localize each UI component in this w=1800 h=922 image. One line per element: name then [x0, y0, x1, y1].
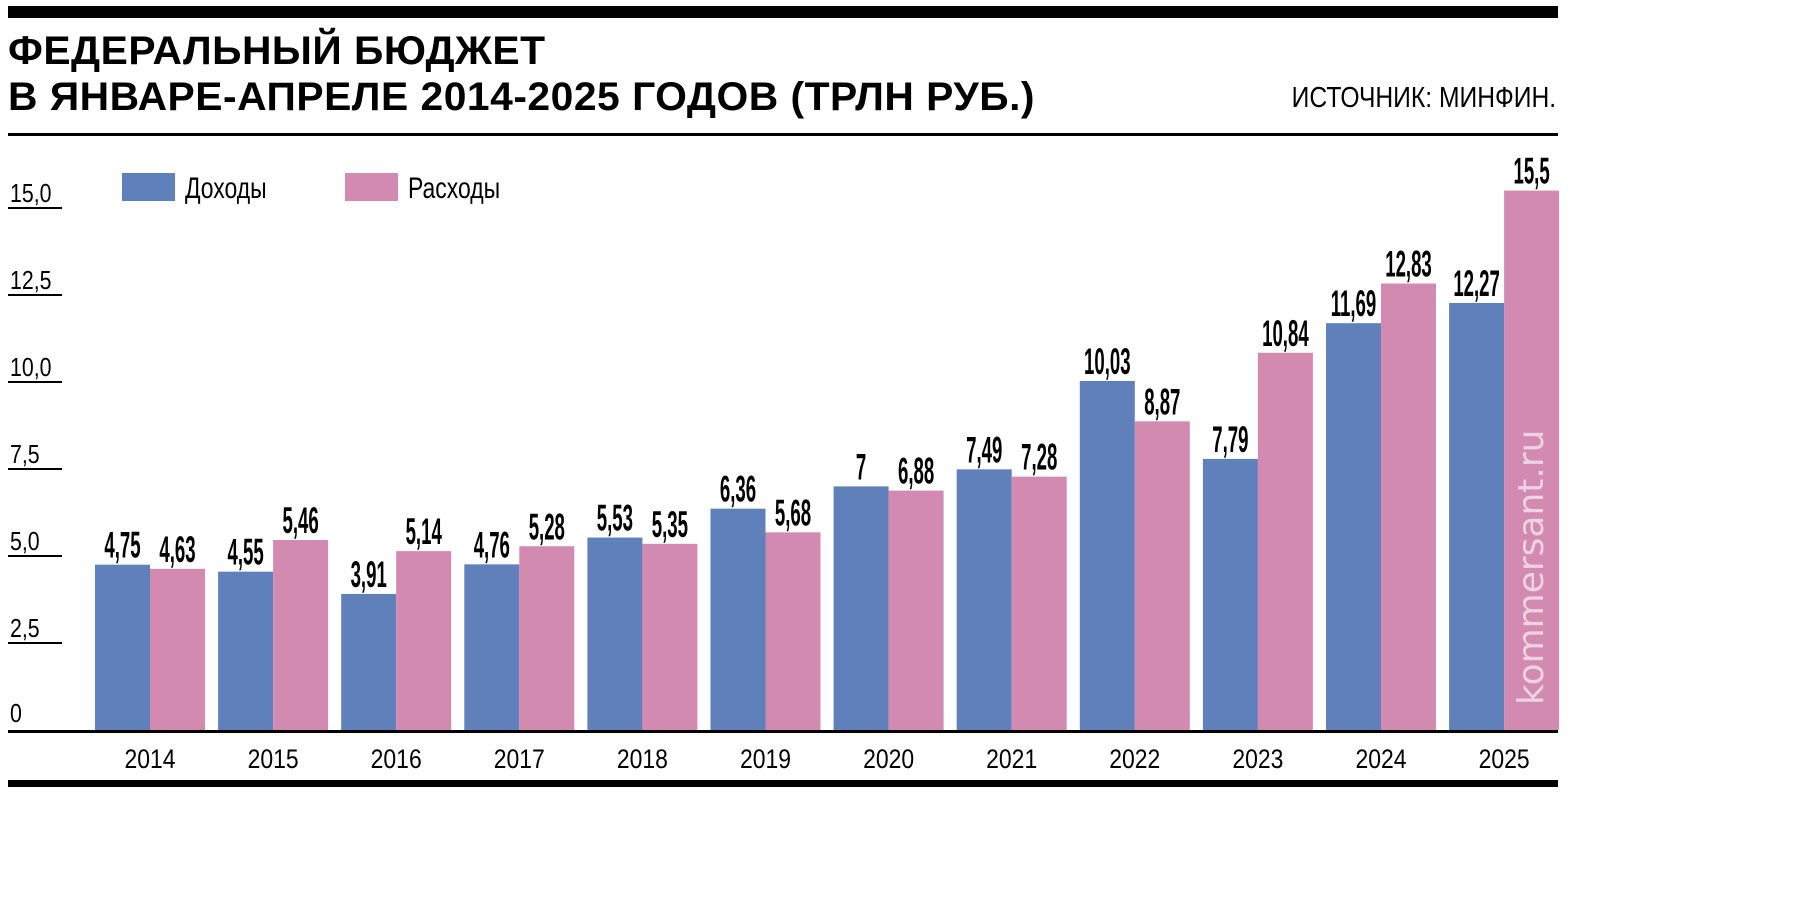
- value-label: 6,36: [720, 469, 756, 511]
- y-tick-label: 7,5: [10, 440, 40, 470]
- value-label: 7: [856, 446, 866, 488]
- value-label: 7,49: [966, 429, 1002, 471]
- x-tick-label: 2015: [248, 744, 299, 774]
- header-divider: [8, 133, 1558, 136]
- x-tick-label: 2022: [1109, 744, 1160, 774]
- bar-expenses: [642, 543, 698, 730]
- value-label: 15,5: [1514, 151, 1550, 193]
- y-axis: 0 2,5 5,0 7,5 10,0 12,5 15,0: [8, 179, 62, 729]
- y-tick-label: 0: [10, 699, 22, 729]
- x-tick-label: 2014: [124, 744, 175, 774]
- bar-revenue: [833, 486, 889, 730]
- value-label: 12,27: [1453, 263, 1500, 305]
- y-tick-label: 15,0: [10, 179, 51, 209]
- value-label: 4,76: [474, 524, 510, 566]
- x-tick-label: 2023: [1232, 744, 1283, 774]
- x-tick-label: 2018: [617, 744, 668, 774]
- x-tick-label: 2020: [863, 744, 914, 774]
- value-label: 3,91: [351, 554, 387, 596]
- source-note: ИСТОЧНИК: МИНФИН.: [1291, 82, 1556, 114]
- y-tick-label: 10,0: [10, 353, 51, 383]
- value-label: 4,63: [159, 529, 195, 571]
- bar-revenue: [1326, 323, 1381, 730]
- value-label: 5,46: [283, 500, 319, 542]
- bottom-border-bar: [8, 780, 1558, 787]
- legend: Доходы Расходы: [122, 171, 500, 205]
- chart-title: ФЕДЕРАЛЬНЫЙ БЮДЖЕТ В ЯНВАРЕ-АПРЕЛЕ 2014-…: [8, 28, 1035, 120]
- bars: [95, 190, 1560, 731]
- value-label: 8,87: [1144, 381, 1180, 423]
- bar-revenue: [1202, 458, 1258, 730]
- watermark: kommersant.ru: [1511, 430, 1552, 705]
- legend-label: Доходы: [185, 171, 267, 204]
- bar-revenue: [218, 571, 274, 730]
- value-label: 5,28: [529, 506, 565, 548]
- bar-revenue: [95, 564, 150, 730]
- x-tick-label: 2019: [740, 744, 791, 774]
- bar-expenses: [1134, 421, 1190, 730]
- bar-revenue: [587, 537, 643, 730]
- value-label: 4,75: [104, 525, 140, 567]
- value-label: 5,35: [652, 504, 688, 546]
- bar-expenses: [888, 490, 944, 730]
- y-tick-label: 12,5: [10, 266, 51, 296]
- value-label: 12,83: [1385, 244, 1432, 286]
- value-label: 5,14: [406, 511, 443, 553]
- value-label: 7,79: [1212, 419, 1248, 461]
- bar-expenses: [1011, 476, 1067, 730]
- bar-expenses: [150, 568, 205, 730]
- legend-swatch: [122, 173, 175, 201]
- bar-expenses: [1381, 283, 1436, 730]
- value-label: 5,68: [775, 492, 811, 534]
- bar-revenue: [341, 593, 397, 730]
- bar-revenue: [464, 564, 520, 730]
- value-label: 5,53: [597, 498, 633, 540]
- x-tick-label: 2016: [371, 744, 422, 774]
- chart-title-line-1: ФЕДЕРАЛЬНЫЙ БЮДЖЕТ: [8, 29, 546, 73]
- bar-expenses: [765, 532, 821, 730]
- value-label: 11,69: [1331, 283, 1376, 325]
- legend-swatch: [345, 173, 398, 201]
- y-tick-label: 2,5: [10, 614, 40, 644]
- bar-revenue: [956, 469, 1012, 730]
- bar-expenses: [1257, 352, 1313, 730]
- legend-label: Расходы: [408, 171, 500, 204]
- bar-expenses: [519, 546, 575, 730]
- y-tick-label: 5,0: [10, 527, 40, 557]
- value-label: 6,88: [898, 451, 934, 493]
- x-tick-label: 2017: [494, 744, 545, 774]
- value-label: 10,03: [1084, 341, 1131, 383]
- bar-revenue: [1449, 303, 1505, 730]
- x-tick-label: 2021: [986, 744, 1037, 774]
- x-axis: 2014 2015 2016 2017 2018 2019 2020 2021 2022 2023…: [8, 730, 1558, 774]
- top-border-bar: [8, 6, 1558, 18]
- bar-revenue: [1079, 380, 1135, 730]
- watermark-text: kommersant.ru: [1511, 430, 1552, 705]
- bar-expenses: [1504, 190, 1560, 731]
- bar-expenses: [273, 539, 329, 730]
- bar-revenue: [710, 508, 766, 730]
- value-label: 7,28: [1021, 437, 1057, 479]
- value-label: 4,55: [228, 532, 264, 574]
- x-tick-label: 2024: [1355, 744, 1406, 774]
- bar-expenses: [396, 551, 452, 730]
- x-tick-label: 2025: [1479, 744, 1530, 774]
- chart-title-line-2: В ЯНВАРЕ-АПРЕЛЕ 2014-2025 ГОДОВ (ТРЛН РУ…: [8, 75, 1036, 119]
- value-labels: 4,75 4,63 4,55 5,46 3,91 5,14 4,76 5,28 5,53 5,35…: [104, 151, 1549, 596]
- value-label: 10,84: [1262, 313, 1309, 355]
